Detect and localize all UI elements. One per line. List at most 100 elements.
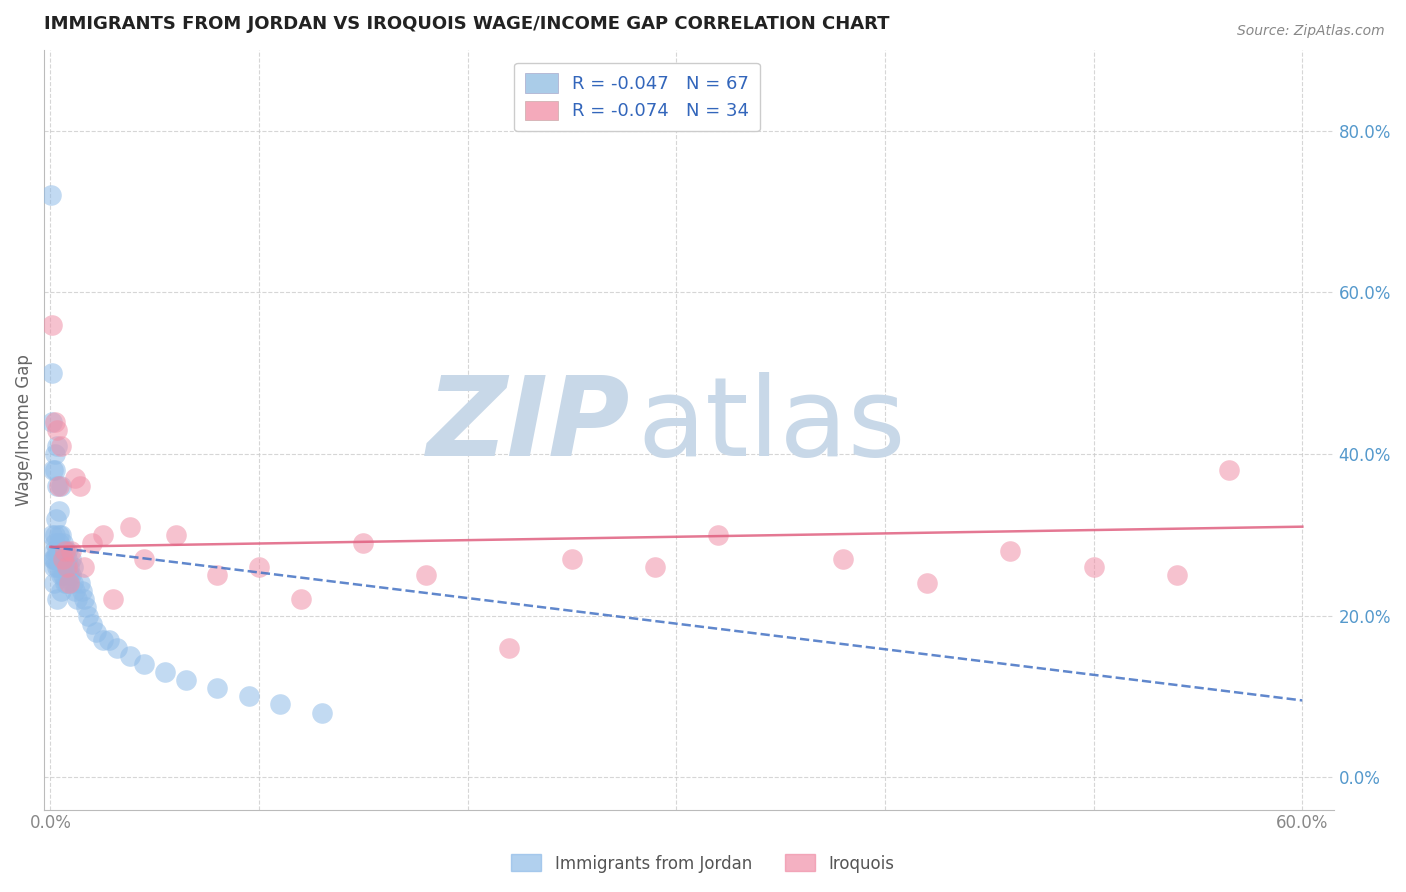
- Point: [644, 560, 666, 574]
- Point: [49, 544, 72, 558]
- Point: [52, 544, 75, 558]
- Point: [91, 632, 114, 647]
- Point: [207, 568, 229, 582]
- Point: [48, 503, 70, 517]
- Point: [60, 544, 83, 558]
- Point: [42, 560, 65, 574]
- Point: [44, 552, 66, 566]
- Point: [56, 576, 79, 591]
- Point: [45, 592, 67, 607]
- Point: [45, 479, 67, 493]
- Point: [42, 552, 65, 566]
- Point: [134, 657, 156, 671]
- Point: [60, 552, 83, 566]
- Point: [44, 447, 66, 461]
- Point: [311, 706, 333, 720]
- Point: [62, 560, 84, 574]
- Point: [269, 698, 291, 712]
- Point: [832, 552, 855, 566]
- Point: [290, 592, 312, 607]
- Point: [42, 463, 65, 477]
- Point: [134, 552, 156, 566]
- Point: [174, 673, 197, 688]
- Point: [53, 576, 76, 591]
- Point: [70, 584, 93, 599]
- Point: [97, 632, 120, 647]
- Point: [49, 439, 72, 453]
- Point: [1000, 544, 1022, 558]
- Point: [53, 544, 76, 558]
- Point: [707, 527, 730, 541]
- Point: [247, 560, 270, 574]
- Point: [44, 536, 66, 550]
- Point: [52, 552, 75, 566]
- Point: [498, 640, 520, 655]
- Point: [84, 624, 107, 639]
- Point: [352, 536, 374, 550]
- Point: [48, 560, 70, 574]
- Point: [69, 576, 91, 591]
- Point: [915, 576, 938, 591]
- Point: [45, 511, 67, 525]
- Point: [45, 560, 67, 574]
- Point: [45, 423, 67, 437]
- Text: atlas: atlas: [637, 372, 905, 479]
- Point: [41, 366, 63, 380]
- Point: [73, 560, 96, 574]
- Point: [48, 479, 70, 493]
- Point: [45, 439, 67, 453]
- Point: [60, 568, 83, 582]
- Point: [44, 463, 66, 477]
- Point: [75, 600, 97, 615]
- Point: [41, 318, 63, 332]
- Point: [1218, 463, 1240, 477]
- Point: [48, 527, 70, 541]
- Point: [53, 560, 76, 574]
- Point: [82, 616, 104, 631]
- Point: [105, 640, 128, 655]
- Point: [44, 527, 66, 541]
- Point: [41, 415, 63, 429]
- Point: [62, 576, 84, 591]
- Legend: Immigrants from Jordan, Iroquois: Immigrants from Jordan, Iroquois: [505, 847, 901, 880]
- Point: [41, 188, 63, 202]
- Legend: R = -0.047   N = 67, R = -0.074   N = 34: R = -0.047 N = 67, R = -0.074 N = 34: [515, 62, 761, 131]
- Text: IMMIGRANTS FROM JORDAN VS IROQUOIS WAGE/INCOME GAP CORRELATION CHART: IMMIGRANTS FROM JORDAN VS IROQUOIS WAGE/…: [44, 15, 890, 33]
- Point: [56, 552, 79, 566]
- Point: [1166, 568, 1188, 582]
- Point: [165, 527, 187, 541]
- Point: [56, 544, 79, 558]
- Point: [238, 690, 260, 704]
- Point: [69, 479, 91, 493]
- Point: [58, 560, 80, 574]
- Point: [118, 519, 141, 533]
- Point: [207, 681, 229, 696]
- Point: [52, 552, 75, 566]
- Point: [42, 552, 65, 566]
- Point: [48, 536, 70, 550]
- Point: [91, 527, 114, 541]
- Point: [58, 568, 80, 582]
- Point: [44, 415, 66, 429]
- Text: Source: ZipAtlas.com: Source: ZipAtlas.com: [1237, 24, 1385, 38]
- Point: [77, 608, 100, 623]
- Point: [65, 471, 87, 485]
- Point: [101, 592, 124, 607]
- Point: [49, 479, 72, 493]
- Point: [42, 576, 65, 591]
- Text: ZIP: ZIP: [427, 372, 631, 479]
- Point: [58, 576, 80, 591]
- Point: [53, 544, 76, 558]
- Point: [73, 592, 96, 607]
- Point: [56, 560, 79, 574]
- Point: [52, 536, 75, 550]
- Y-axis label: Wage/Income Gap: Wage/Income Gap: [15, 354, 32, 506]
- Point: [49, 527, 72, 541]
- Point: [45, 544, 67, 558]
- Point: [49, 568, 72, 582]
- Point: [42, 544, 65, 558]
- Point: [118, 648, 141, 663]
- Point: [52, 568, 75, 582]
- Point: [82, 536, 104, 550]
- Point: [65, 584, 87, 599]
